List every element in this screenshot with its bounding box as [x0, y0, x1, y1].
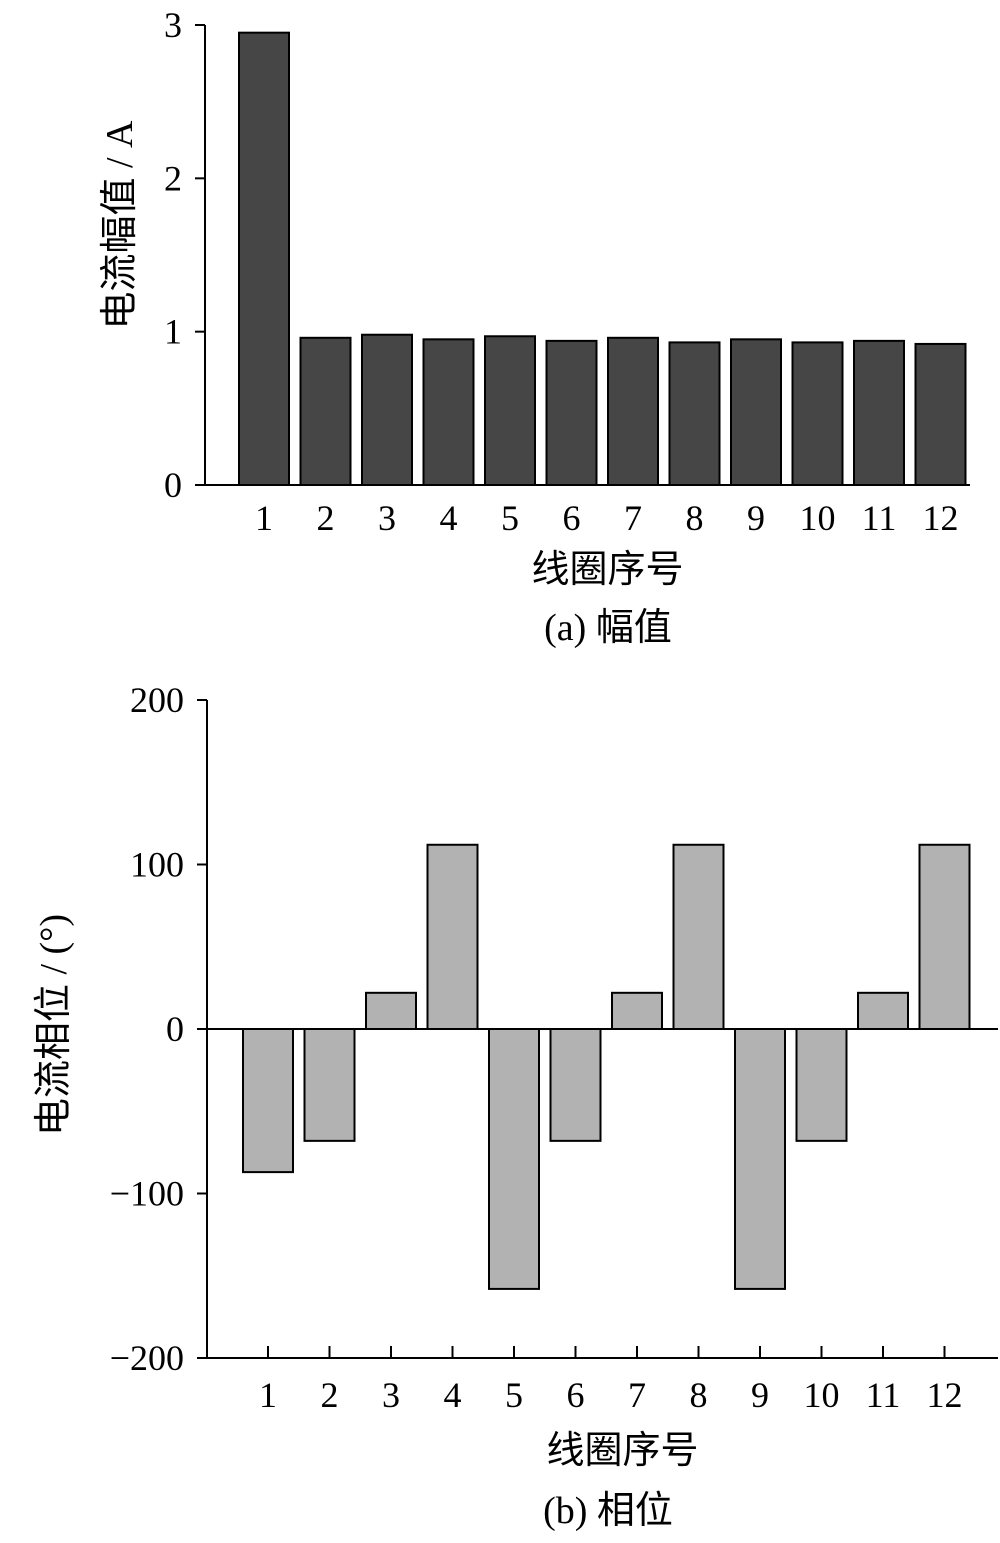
x-tick-label: 9	[751, 1375, 769, 1415]
bar-coil-10	[791, 341, 844, 486]
x-tick-label: 12	[927, 1375, 963, 1415]
bar-coil-7	[607, 336, 659, 486]
y-tick-label: −100	[110, 1174, 184, 1214]
y-tick-label: 0	[164, 465, 182, 505]
x-tick-label: 1	[255, 498, 273, 538]
bar-coil-2	[299, 336, 352, 486]
x-tick-label: 6	[563, 498, 581, 538]
x-tick-label: 8	[686, 498, 704, 538]
bar-coil-6	[545, 339, 598, 486]
x-tick-label: 7	[624, 498, 642, 538]
bar-coil-5	[488, 1028, 540, 1290]
x-tick-label: 5	[501, 498, 519, 538]
x-tick-label: 3	[378, 498, 396, 538]
x-tick-label: 4	[440, 498, 458, 538]
x-tick-label: 9	[747, 498, 765, 538]
y-tick-label: 2	[164, 158, 182, 198]
x-axis-title: 线圈序号	[546, 1430, 698, 1472]
bar-coil-3	[361, 333, 413, 486]
bar-coil-12	[914, 342, 967, 486]
x-tick-label: 3	[382, 1375, 400, 1415]
x-tick-label: 1	[259, 1375, 277, 1415]
bar-coil-11	[853, 339, 905, 486]
y-tick-label: 200	[130, 680, 184, 720]
x-axis-title: 线圈序号	[531, 549, 683, 591]
y-axis-title: 电流幅值 / A	[99, 120, 141, 330]
bar-coil-5	[484, 335, 536, 486]
x-tick-label: 2	[317, 498, 335, 538]
y-tick-label: 3	[164, 5, 182, 45]
bar-coil-10	[795, 1028, 848, 1142]
x-tick-label: 5	[505, 1375, 523, 1415]
bar-coil-2	[303, 1028, 356, 1142]
subfigure-caption: (b) 相位	[543, 1490, 673, 1532]
bar-coil-9	[730, 338, 782, 487]
x-tick-label: 11	[862, 498, 897, 538]
x-tick-label: 6	[567, 1375, 585, 1415]
subfigure-caption: (a) 幅值	[544, 607, 672, 649]
bar-coil-7	[611, 991, 663, 1030]
bar-coil-9	[734, 1028, 786, 1290]
bar-coil-8	[668, 341, 721, 486]
x-tick-label: 12	[923, 498, 959, 538]
x-tick-label: 2	[321, 1375, 339, 1415]
x-tick-label: 4	[444, 1375, 462, 1415]
bar-coil-1	[242, 1028, 294, 1174]
bar-coil-1	[238, 31, 290, 487]
y-tick-label: −200	[110, 1338, 184, 1378]
y-tick-label: 100	[130, 845, 184, 885]
y-axis-title: 电流相位 / (°)	[33, 914, 75, 1136]
y-tick-label: 0	[166, 1009, 184, 1049]
bar-coil-12	[918, 843, 971, 1031]
x-tick-label: 7	[628, 1375, 646, 1415]
y-tick-label: 1	[164, 312, 182, 352]
x-tick-label: 10	[804, 1375, 840, 1415]
bar-coil-4	[422, 338, 475, 487]
bar-coil-6	[549, 1028, 602, 1142]
bar-coil-11	[857, 991, 909, 1030]
bar-coil-3	[365, 991, 417, 1030]
x-tick-label: 11	[866, 1375, 901, 1415]
x-tick-label: 10	[800, 498, 836, 538]
bar-coil-8	[672, 843, 725, 1031]
x-tick-label: 8	[690, 1375, 708, 1415]
bar-coil-4	[426, 843, 479, 1031]
